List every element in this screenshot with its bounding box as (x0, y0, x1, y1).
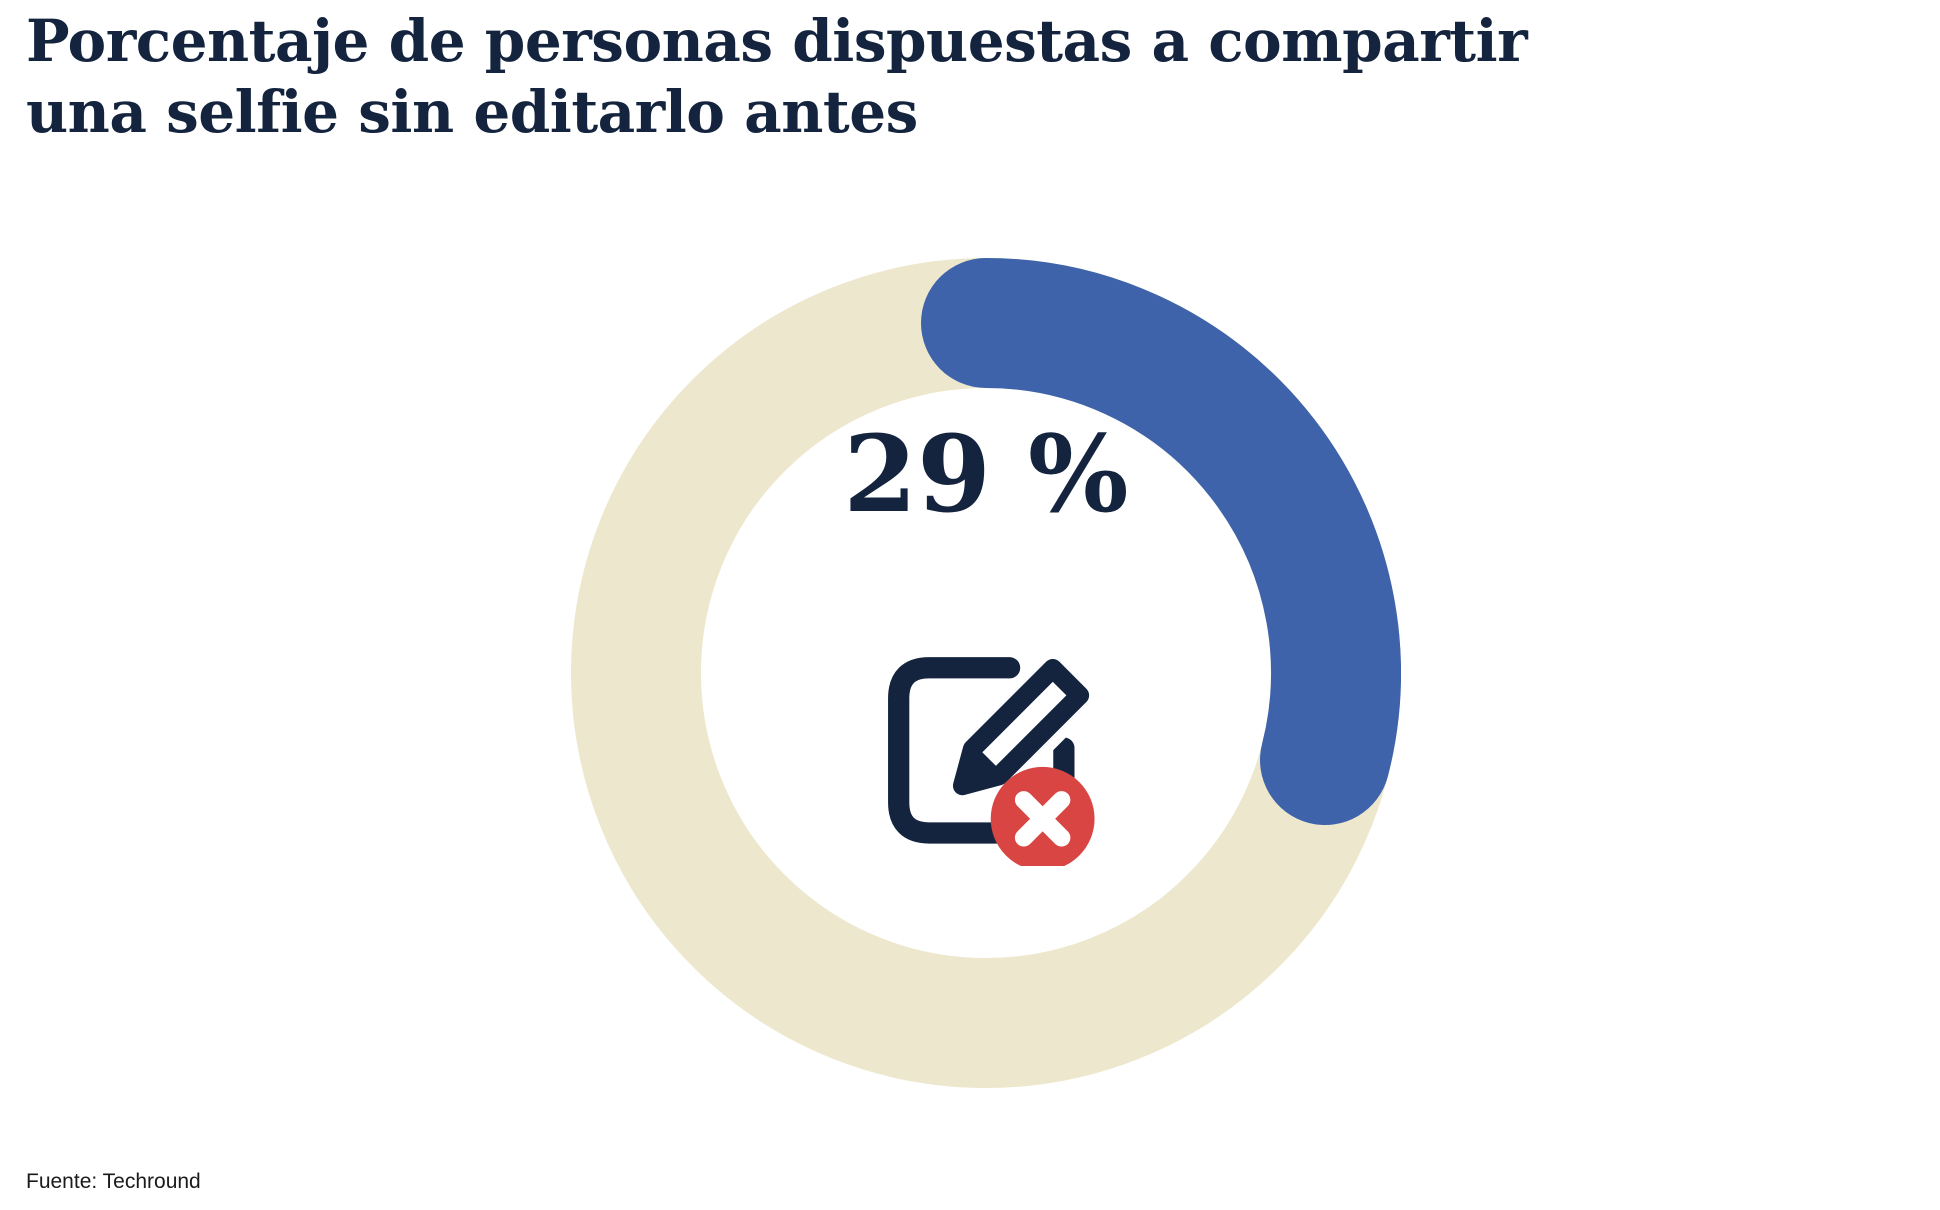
donut-progress-arc (921, 258, 1401, 825)
donut-svg (571, 258, 1401, 1088)
donut-chart: 29 % (571, 258, 1401, 1088)
chart-title: Porcentaje de personas dispuestas a comp… (26, 7, 1528, 146)
edit-pencil-square-icon (888, 648, 1100, 866)
edit-selfie-cancel-icon (868, 630, 1104, 866)
percent-label: 29 % (843, 411, 1129, 536)
source-caption: Fuente: Techround (26, 1170, 201, 1193)
pencil-tip (957, 744, 1004, 791)
x-icon (1014, 791, 1071, 847)
